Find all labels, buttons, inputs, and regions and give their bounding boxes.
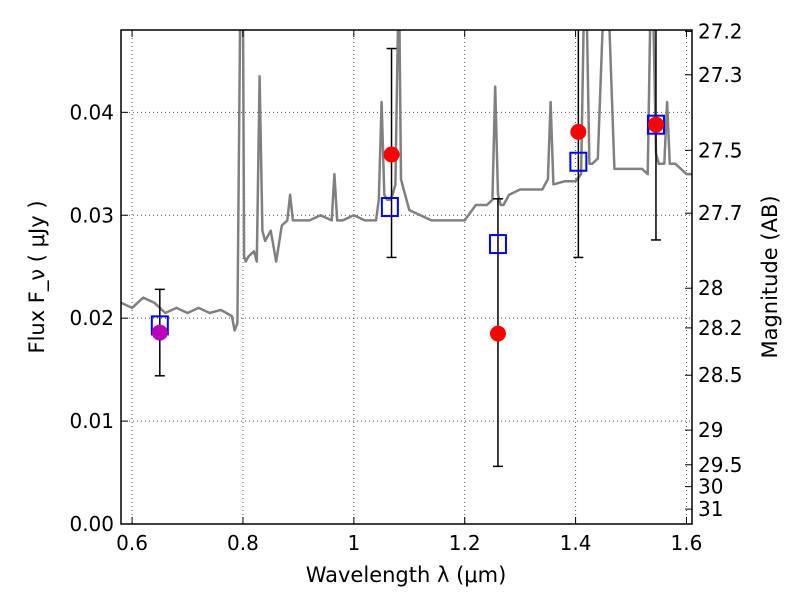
right-tick-label: 27.2: [698, 19, 743, 43]
observed-circle-marker: [489, 325, 506, 342]
observed-circle-marker: [383, 146, 400, 163]
y-tick-label: 0.02: [69, 306, 114, 330]
y-tick-label: 0.04: [69, 100, 114, 124]
right-tick-label: 30: [698, 475, 723, 499]
right-tick-label: 28.5: [698, 363, 743, 387]
observed-circle-marker: [151, 324, 168, 341]
spectrum-line: [121, 30, 692, 332]
model-square-marker: [380, 197, 399, 218]
y-axis-label: Flux F_ν ( μJy ): [25, 200, 50, 353]
plot-background: [121, 30, 692, 524]
y-tick-label: 0.00: [69, 512, 114, 536]
model-square-marker: [488, 234, 507, 255]
observed-circle-marker: [570, 123, 587, 140]
y-tick-label: 0.03: [69, 203, 114, 227]
x-tick-label: 1.6: [671, 531, 703, 555]
x-tick-label: 1.4: [560, 531, 592, 555]
right-tick-label: 29: [698, 418, 723, 442]
data-series: [121, 30, 692, 332]
right-tick-label: 28: [698, 276, 723, 300]
model-square-marker: [569, 151, 588, 172]
x-tick-label: 0.6: [116, 531, 148, 555]
y-axis-label-right: Magnitude (AB): [758, 195, 782, 358]
x-tick-label: 0.8: [227, 531, 259, 555]
x-axis-label: Wavelength λ (μm): [306, 563, 507, 587]
right-tick-label: 27.3: [698, 63, 743, 87]
right-tick-label: 29.5: [698, 453, 743, 477]
right-tick-label: 27.5: [698, 138, 743, 162]
y-tick-label: 0.01: [69, 409, 114, 433]
axis-ticks: 0.6 0.8 1 1.2 1.4 1.6 0.00 0.01 0.02 0.03 0.04 27.2…: [69, 19, 742, 555]
right-tick-label: 27.7: [698, 201, 743, 225]
observed-circle-marker: [647, 116, 664, 133]
x-tick-label: 1: [347, 531, 360, 555]
x-tick-label: 1.2: [449, 531, 481, 555]
data-points: [150, 30, 665, 468]
right-tick-label: 28.2: [698, 316, 743, 340]
plot-frame: [120, 29, 693, 525]
right-tick-label: 31: [698, 497, 723, 521]
